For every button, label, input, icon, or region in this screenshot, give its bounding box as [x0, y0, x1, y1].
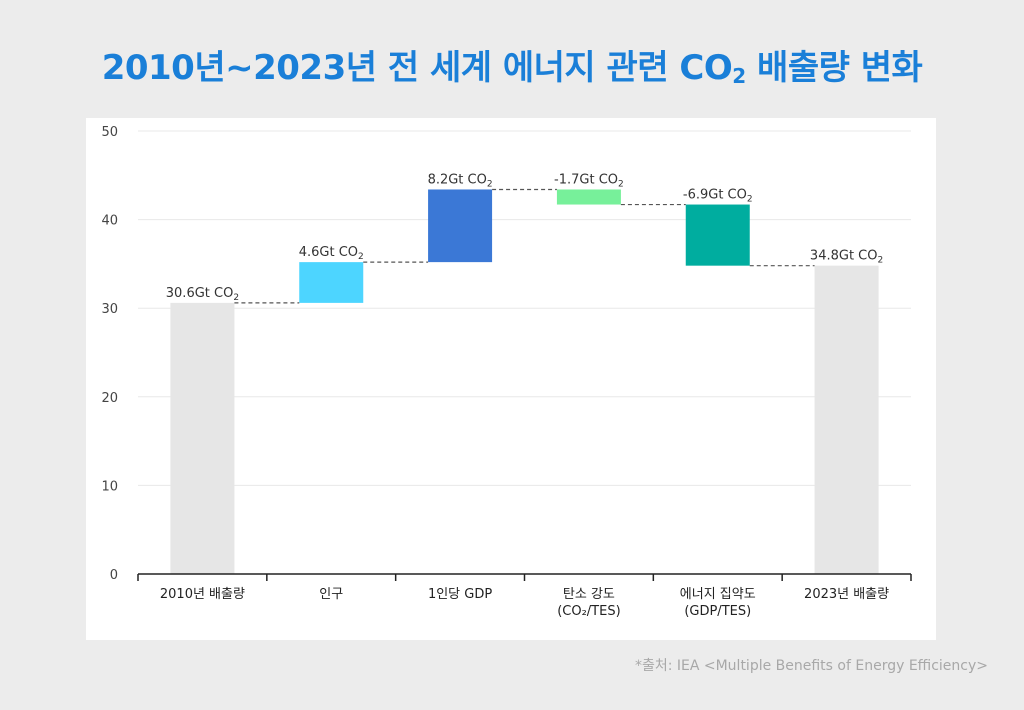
- data-label: 30.6Gt CO2: [166, 286, 239, 303]
- chart-title-subscript: 2: [732, 64, 746, 88]
- waterfall-bar: [685, 204, 750, 266]
- waterfall-bar: [170, 302, 235, 574]
- y-tick-label: 30: [101, 302, 118, 317]
- chart-title-tail: 배출량 변화: [745, 48, 923, 88]
- y-tick-label: 50: [101, 125, 118, 140]
- x-category-label: (GDP/TES): [684, 604, 751, 619]
- data-label: 8.2Gt CO2: [428, 172, 493, 189]
- data-label: -6.9Gt CO2: [683, 188, 753, 205]
- x-category-label: 2010년 배출량: [160, 587, 245, 602]
- y-tick-label: 10: [101, 479, 118, 494]
- x-category-label: 탄소 강도: [563, 587, 615, 602]
- x-category-label: 1인당 GDP: [428, 587, 492, 602]
- y-tick-label: 40: [101, 214, 118, 229]
- chart-title: 2010년~2023년 전 세계 에너지 관련 CO2 배출량 변화: [0, 40, 1024, 89]
- data-label: 34.8Gt CO2: [810, 249, 883, 266]
- data-label: -1.7Gt CO2: [554, 172, 624, 189]
- x-category-label: (CO₂/TES): [557, 604, 620, 619]
- waterfall-bar: [299, 262, 364, 303]
- waterfall-bar: [814, 265, 879, 574]
- data-label: 4.6Gt CO2: [299, 245, 364, 262]
- waterfall-bar: [428, 189, 493, 263]
- x-category-label: 인구: [319, 587, 343, 602]
- y-tick-label: 0: [110, 568, 118, 583]
- y-tick-label: 20: [101, 391, 118, 406]
- source-note: *출처: IEA <Multiple Benefits of Energy Ef…: [634, 658, 988, 674]
- waterfall-bar: [556, 189, 621, 205]
- x-category-label: 에너지 집약도: [680, 587, 756, 602]
- chart-title-main: 2010년~2023년 전 세계 에너지 관련 CO: [101, 48, 733, 88]
- waterfall-chart: 0 10 20 30 40 50 30.6Gt CO2 4.6Gt CO2 8.2Gt CO2 -…: [101, 125, 912, 619]
- chart-panel: 0 10 20 30 40 50 30.6Gt CO2 4.6Gt CO2 8.2Gt CO2 -…: [86, 118, 936, 640]
- x-category-label: 2023년 배출량: [804, 587, 889, 602]
